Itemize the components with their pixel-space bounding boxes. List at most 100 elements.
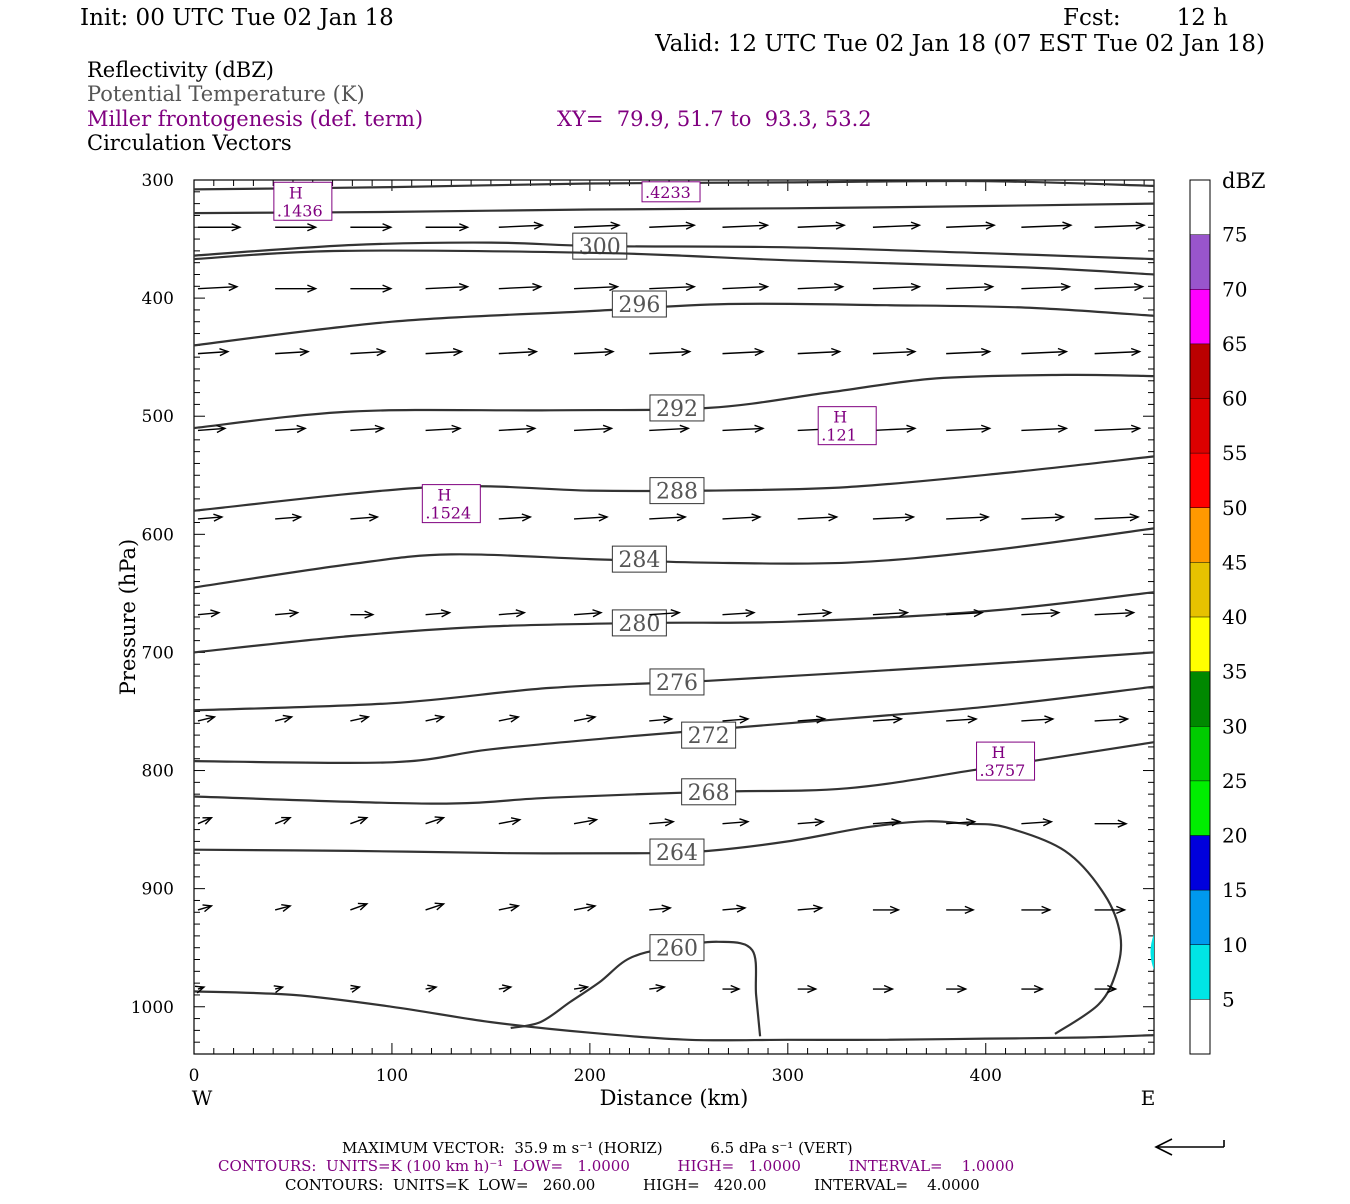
circulation-vector-head	[754, 424, 765, 433]
colorbar-segment	[1190, 726, 1210, 781]
circulation-vector	[1094, 427, 1140, 432]
circulation-vector	[1021, 224, 1071, 228]
circulation-vector-head	[889, 905, 901, 915]
circulation-vector-head	[509, 903, 521, 912]
colorbar-label: 10	[1222, 933, 1247, 957]
theta-contour-line	[193, 591, 1155, 654]
circulation-vector-head	[828, 513, 839, 522]
circulation-vector-head	[821, 608, 833, 618]
frontogenesis-high-value: .1436	[277, 201, 323, 220]
theta-contour-line	[193, 373, 1155, 430]
field-reflectivity: Reflectivity (dBZ)	[87, 58, 274, 82]
circulation-vector-head	[898, 608, 910, 618]
circulation-vector	[498, 716, 519, 722]
circulation-vector-head	[273, 985, 285, 994]
frontogenesis-high-box	[273, 181, 333, 221]
circulation-vector-head	[458, 282, 470, 292]
circulation-vector-head	[815, 715, 827, 724]
circulation-vector-head	[532, 282, 543, 292]
circulation-vector	[649, 820, 674, 825]
circulation-vector-head	[202, 816, 214, 825]
circulation-vector	[274, 817, 291, 825]
circulation-vector-head	[205, 714, 217, 723]
circulation-vector-head	[661, 904, 673, 913]
frontogenesis-high-box	[817, 406, 877, 446]
circulation-vector-head	[368, 513, 380, 522]
field-frontogenesis: Miller frontogenesis (def. term)	[87, 107, 423, 131]
circulation-vector-head	[350, 984, 362, 993]
circulation-vector-head	[374, 424, 386, 434]
circulation-vector-head	[307, 223, 318, 232]
circulation-vector	[946, 611, 983, 616]
circulation-vector-head	[592, 609, 603, 618]
circulation-vector	[573, 516, 608, 520]
circulation-vector-head	[812, 904, 824, 913]
circulation-vector-head	[965, 818, 977, 827]
circulation-vector-head	[501, 984, 513, 993]
theta-contour-label: 292	[656, 397, 698, 422]
theta-contour-label: 284	[618, 548, 660, 573]
frontogenesis-high-box	[421, 484, 481, 524]
colorbar-segment	[1190, 343, 1210, 399]
circulation-vector-head	[1042, 818, 1054, 827]
circulation-vector-head	[1057, 347, 1069, 357]
circulation-vector-head	[228, 282, 239, 292]
circulation-vector	[872, 718, 902, 722]
circulation-vector-head	[427, 984, 438, 993]
theta-contour-line	[193, 249, 1155, 276]
circulation-vector	[1021, 718, 1053, 722]
theta-contour-label-box	[649, 668, 705, 696]
circulation-vector	[350, 716, 369, 722]
circulation-vector-head	[957, 984, 968, 994]
circulation-vector-head	[307, 284, 318, 293]
circulation-vector-head	[964, 905, 975, 915]
circulation-vector-head	[587, 817, 599, 826]
circulation-vector-head	[892, 715, 904, 724]
circulation-vector-head	[831, 347, 842, 357]
circulation-vector	[498, 611, 525, 616]
reflectivity-colorbar: 5 10 15 20 25 30 35 40 45 50 55 60 65 70 75	[1189, 179, 1247, 1055]
circulation-vector	[872, 820, 900, 825]
theta-contour-label: 276	[656, 671, 698, 696]
circulation-vector	[425, 285, 468, 290]
colorbar-segment	[1190, 890, 1210, 945]
circulation-vector-head	[883, 984, 895, 994]
circulation-vector-head	[1130, 347, 1142, 357]
circulation-vector-head	[526, 424, 537, 433]
init-time: Init: 00 UTC Tue 02 Jan 18	[80, 5, 394, 31]
west-label: W	[192, 1086, 213, 1110]
theta-contour-label-box	[681, 778, 737, 806]
y-tick-label: 700	[142, 643, 174, 663]
circulation-vector	[797, 224, 845, 228]
circulation-vector	[872, 350, 915, 355]
circulation-vector	[498, 350, 537, 355]
theta-contour-label-box	[572, 232, 628, 260]
circulation-vector-head	[1062, 221, 1073, 230]
circulation-vector	[722, 427, 764, 432]
circulation-vector	[722, 285, 768, 290]
circulation-vector	[1021, 516, 1064, 520]
field-theta: Potential Temperature (K)	[87, 82, 365, 106]
colorbar-segment	[1190, 234, 1210, 290]
theta-contour-label-box	[681, 721, 737, 749]
circulation-vector-head	[751, 513, 762, 522]
circulation-vector	[274, 716, 292, 722]
frontogenesis-high-marker: H	[437, 486, 451, 505]
colorbar-label: 70	[1222, 277, 1247, 301]
circulation-vector	[722, 350, 764, 355]
circulation-vector	[275, 516, 301, 520]
colorbar-segment	[1190, 780, 1210, 836]
circulation-vector-head	[282, 714, 294, 723]
colorbar-label: 50	[1222, 496, 1247, 520]
forecast-hour: 12 h	[1177, 5, 1229, 31]
colorbar-label: 25	[1222, 769, 1247, 793]
circulation-vector-head	[662, 715, 674, 724]
circulation-vector-head	[1135, 221, 1146, 230]
circulation-vector	[197, 516, 223, 520]
circulation-vector-head	[376, 347, 387, 357]
circulation-vector	[1021, 427, 1067, 432]
circulation-vector-head	[980, 424, 992, 433]
circulation-vector-head	[910, 282, 922, 292]
circulation-vector	[649, 285, 695, 290]
